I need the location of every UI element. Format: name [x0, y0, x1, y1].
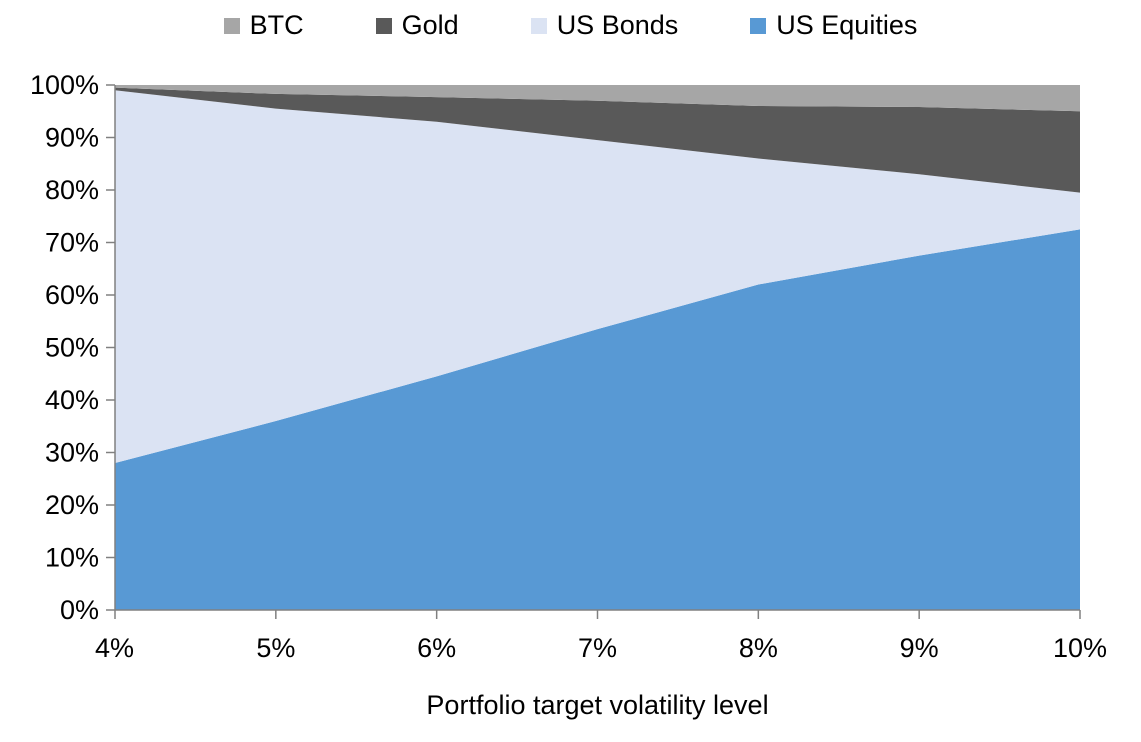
y-tick-label: 80%	[45, 175, 99, 205]
area-gold	[115, 87, 1080, 193]
x-tick-label: 8%	[739, 633, 778, 663]
legend-label-btc: BTC	[249, 10, 304, 40]
x-tick-label: 7%	[578, 633, 617, 663]
legend-label-us-bonds: US Bonds	[556, 10, 679, 40]
y-tick-label: 0%	[60, 595, 99, 625]
x-tick-label: 4%	[95, 633, 134, 663]
chart-legend: BTC Gold US Bonds US Equities	[0, 12, 1141, 39]
legend-swatch-gold-icon	[375, 17, 392, 34]
legend-swatch-us-equities-icon	[750, 17, 767, 34]
legend-item-us-bonds: US Bonds	[530, 10, 679, 40]
x-axis-title: Portfolio target volatility level	[426, 690, 769, 720]
area-us-equities	[115, 229, 1080, 610]
y-tick-label: 20%	[45, 490, 99, 520]
legend-swatch-us-bonds-icon	[530, 17, 547, 34]
legend-label-gold: Gold	[401, 10, 459, 40]
y-tick-label: 60%	[45, 280, 99, 310]
x-tick-label: 6%	[417, 633, 456, 663]
area-us-bonds	[115, 90, 1080, 463]
legend-swatch-btc-icon	[223, 17, 240, 34]
legend-item-us-equities: US Equities	[750, 12, 917, 39]
y-tick-label: 90%	[45, 123, 99, 153]
y-tick-label: 70%	[45, 228, 99, 258]
x-tick-label: 10%	[1053, 633, 1107, 663]
y-tick-label: 40%	[45, 385, 99, 415]
y-tick-label: 10%	[45, 543, 99, 573]
y-tick-label: 100%	[30, 70, 99, 100]
legend-item-btc: BTC	[223, 10, 304, 40]
legend-item-gold: Gold	[375, 10, 459, 40]
x-tick-label: 5%	[256, 633, 295, 663]
x-tick-label: 9%	[900, 633, 939, 663]
y-tick-label: 50%	[45, 333, 99, 363]
legend-label-us-equities: US Equities	[776, 10, 918, 40]
area-btc	[115, 85, 1080, 112]
y-tick-label: 30%	[45, 438, 99, 468]
